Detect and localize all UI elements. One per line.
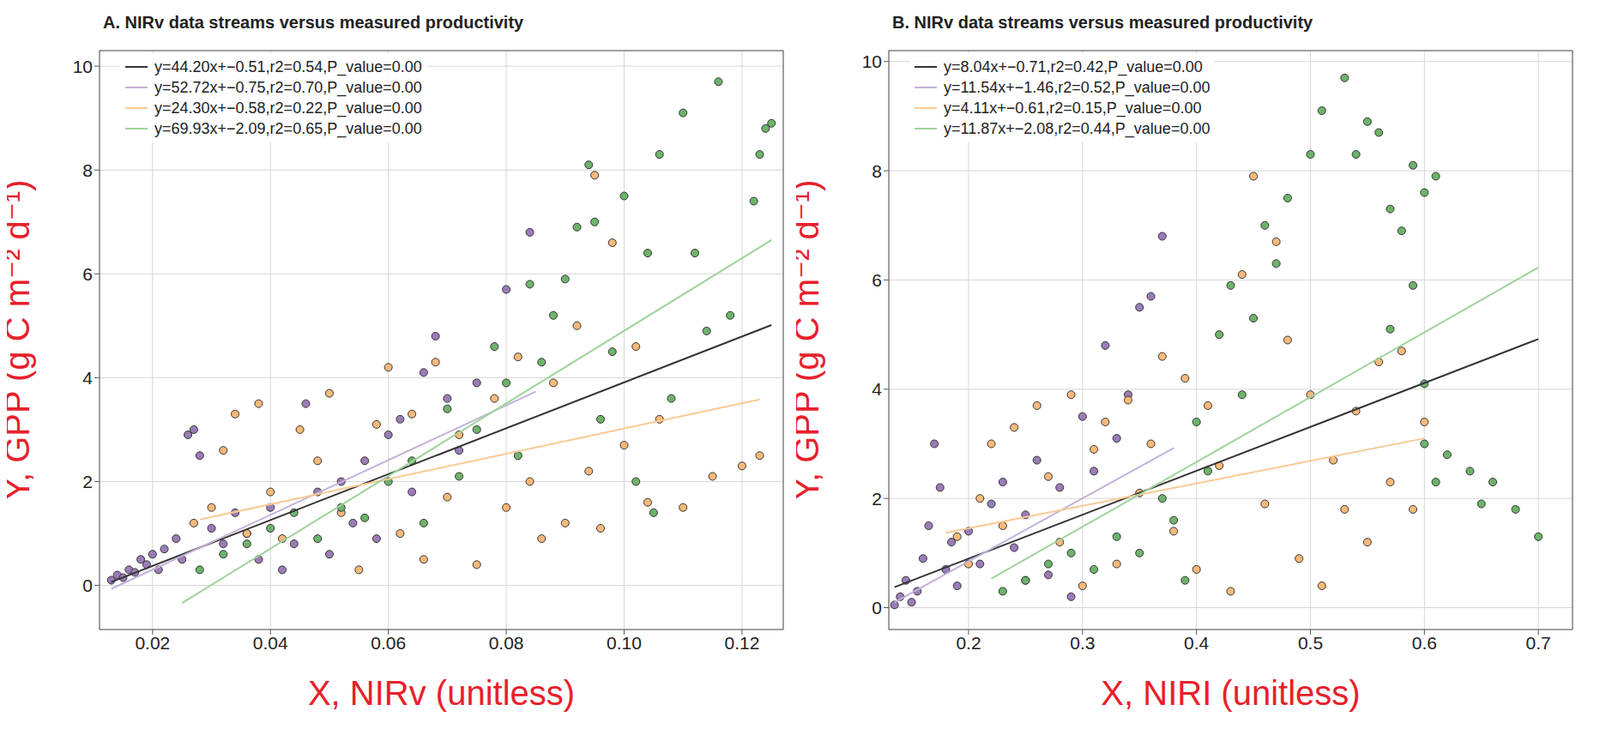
svg-text:0.04: 0.04	[253, 633, 289, 653]
html-text:y=52.72x+−0.75,r2=0.70,P_value: y=52.72x+−0.75,r2=0.70,P_value=0.00	[154, 78, 422, 97]
html-text:y=24.30x+−0.58,r2=0.22,P_value: y=24.30x+−0.58,r2=0.22,P_value=0.00	[154, 99, 422, 117]
html-text:y=4.11x+−0.61,r2=0.15,P_value=: y=4.11x+−0.61,r2=0.15,P_value=0.00	[943, 99, 1202, 117]
svg-text:2: 2	[871, 489, 882, 509]
svg-text:0: 0	[82, 575, 93, 596]
svg-text:0.5: 0.5	[1298, 633, 1323, 653]
svg-text:4: 4	[871, 379, 882, 399]
svg-text:0.4: 0.4	[1183, 633, 1210, 653]
svg-text:X, NIRv (unitless): X, NIRv (unitless)	[307, 674, 575, 713]
html-text:A. NIRv data streams versus me: A. NIRv data streams versus measured pro…	[102, 12, 524, 32]
svg-text:8: 8	[871, 161, 882, 182]
svg-text:0.08: 0.08	[489, 633, 525, 653]
html-text:B. NIRv data streams versus me: B. NIRv data streams versus measured pro…	[892, 12, 1313, 32]
html-text:y=11.54x+−1.46,r2=0.52,P_value: y=11.54x+−1.46,r2=0.52,P_value=0.00	[943, 78, 1210, 97]
svg-text:10: 10	[862, 51, 882, 72]
svg-text:8: 8	[82, 160, 93, 181]
svg-text:Y, GPP (g C m⁻² d⁻¹): Y, GPP (g C m⁻² d⁻¹)	[6, 179, 37, 501]
svg-text:2: 2	[82, 471, 93, 492]
svg-text:4: 4	[82, 368, 93, 388]
svg-text:6: 6	[82, 264, 93, 284]
svg-text:0.10: 0.10	[606, 633, 642, 653]
svg-text:0.06: 0.06	[370, 633, 406, 653]
svg-text:X, NIRI (unitless): X, NIRI (unitless)	[1100, 674, 1360, 713]
svg-text:10: 10	[72, 56, 93, 77]
svg-text:Y, GPP (g C m⁻² d⁻¹): Y, GPP (g C m⁻² d⁻¹)	[796, 179, 826, 501]
svg-text:0.7: 0.7	[1526, 633, 1552, 653]
html-text:y=11.87x+−2.08,r2=0.44,P_value: y=11.87x+−2.08,r2=0.44,P_value=0.00	[943, 120, 1210, 138]
svg-text:0.2: 0.2	[955, 633, 981, 653]
svg-text:0: 0	[871, 597, 882, 618]
svg-text:0.3: 0.3	[1069, 633, 1095, 653]
svg-text:0.12: 0.12	[724, 633, 760, 653]
svg-text:0.02: 0.02	[134, 633, 170, 653]
svg-text:6: 6	[871, 270, 882, 290]
html-text:y=8.04x+−0.71,r2=0.42,P_value=: y=8.04x+−0.71,r2=0.42,P_value=0.00	[943, 58, 1203, 76]
svg-text:0.6: 0.6	[1412, 633, 1437, 653]
html-text:y=44.20x+−0.51,r2=0.54,P_value: y=44.20x+−0.51,r2=0.54,P_value=0.00	[154, 58, 422, 76]
html-text:y=69.93x+−2.09,r2=0.65,P_value: y=69.93x+−2.09,r2=0.65,P_value=0.00	[154, 120, 422, 138]
